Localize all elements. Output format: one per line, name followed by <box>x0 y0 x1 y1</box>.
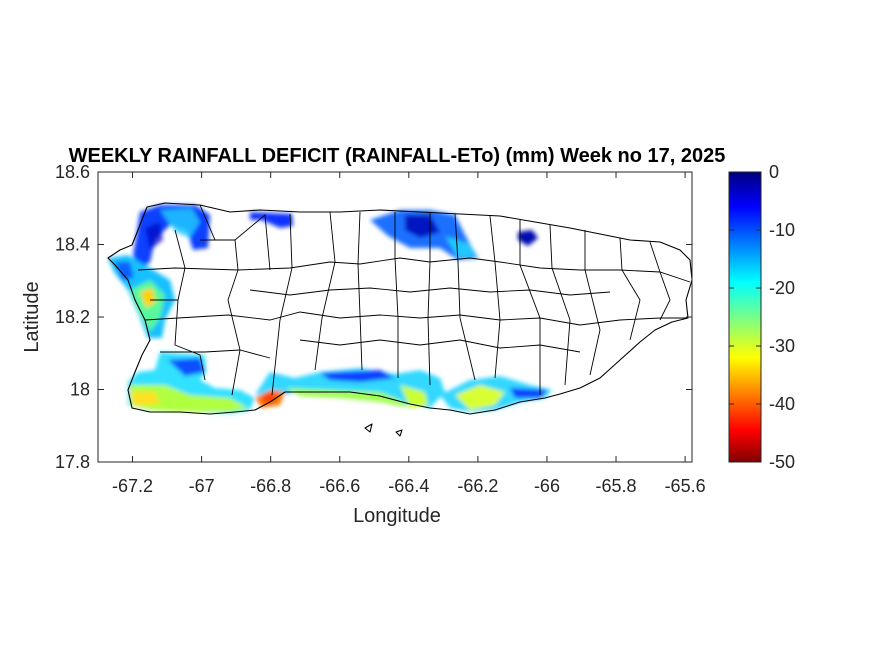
y-tick-label: 18.6 <box>55 162 90 182</box>
x-tick-label: -67 <box>189 476 215 496</box>
x-axis-label: Longitude <box>353 505 441 527</box>
colorbar-tick-label: 0 <box>769 162 779 182</box>
colorbar-tick-label: -50 <box>769 452 795 472</box>
x-axis: -67.2 -67 -66.8 -66.6 -66.4 -66.2 -66 -65.8 -65.… <box>112 172 706 496</box>
x-tick-label: -66.4 <box>388 476 429 496</box>
colorbar-tick-label: -40 <box>769 394 795 414</box>
y-tick-label: 17.8 <box>55 452 90 472</box>
y-tick-label: 18.2 <box>55 307 90 327</box>
x-tick-label: -66.6 <box>319 476 360 496</box>
colorbar <box>728 171 762 463</box>
municipal-boundaries <box>137 204 691 396</box>
colorbar-tick-label: -10 <box>769 220 795 240</box>
y-tick-label: 18.4 <box>55 235 90 255</box>
colorbar-tick-label: -20 <box>769 278 795 298</box>
x-tick-label: -66.2 <box>457 476 498 496</box>
x-tick-label: -65.6 <box>665 476 706 496</box>
x-tick-label: -67.2 <box>112 476 153 496</box>
y-axis-label: Latitude <box>21 281 43 352</box>
colorbar-ticks: 0 -10 -20 -30 -40 -50 <box>729 162 795 472</box>
x-tick-label: -66.8 <box>250 476 291 496</box>
x-tick-label: -66 <box>534 476 560 496</box>
x-tick-label: -65.8 <box>596 476 637 496</box>
y-tick-label: 18 <box>70 380 90 400</box>
colorbar-tick-label: -30 <box>769 336 795 356</box>
y-axis: 17.8 18 18.2 18.4 18.6 <box>55 162 692 472</box>
map-title: WEEKLY RAINFALL DEFICIT (RAINFALL-ETo) (… <box>69 145 726 167</box>
deficit-overlay <box>108 205 552 414</box>
island-outline <box>107 202 692 437</box>
